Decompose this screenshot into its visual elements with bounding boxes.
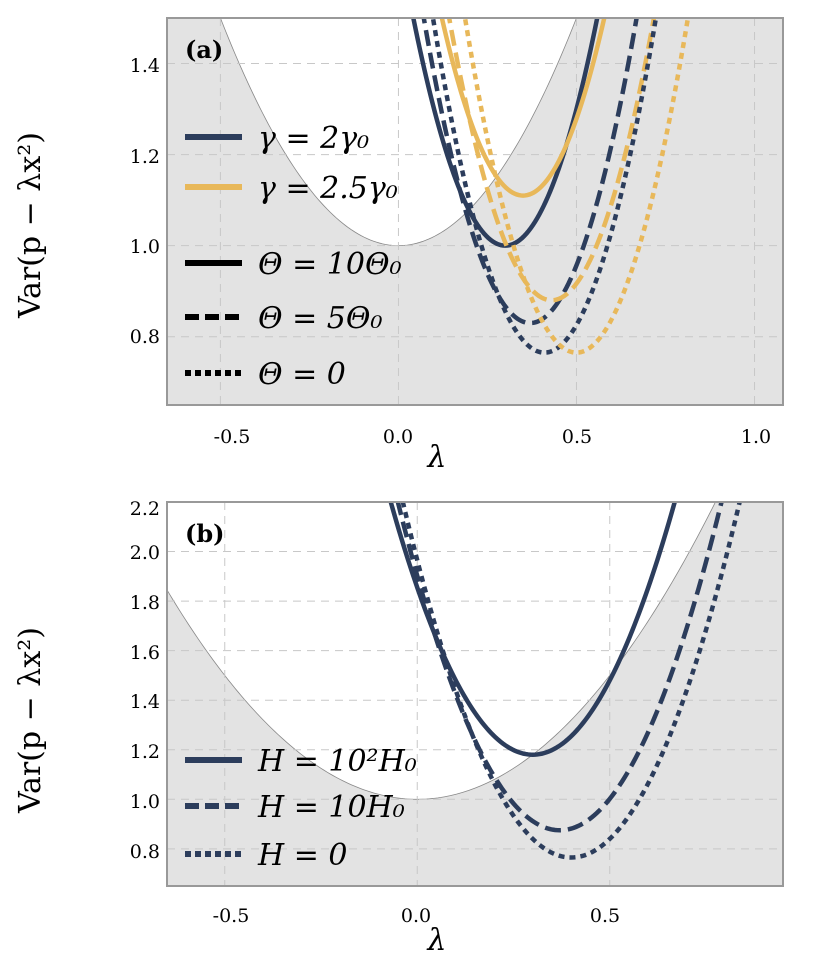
y-axis-label: Var(p − λx²)	[13, 627, 48, 814]
legend-label: H = 10H₀	[257, 790, 405, 825]
panel-b: -0.5 0.0 0.5 0.8 1.0 1.2 1.4 1.6 1.8 2.0…	[13, 498, 784, 958]
y-tick-labels: 0.8 1.0 1.2 1.4	[130, 55, 160, 348]
x-tick-label: 0.0	[383, 426, 413, 448]
x-tick-labels: -0.5 0.0 0.5 1.0	[214, 426, 771, 448]
x-tick-label: 0.0	[401, 905, 431, 927]
plot-frame	[166, 501, 784, 887]
y-tick-label: 0.8	[130, 326, 160, 348]
curves	[411, 18, 691, 355]
grid-lines	[167, 502, 783, 886]
y-tick-label: 1.2	[130, 741, 160, 763]
series-curve	[395, 502, 724, 833]
panel-label: (a)	[185, 35, 223, 64]
x-tick-label: 0.5	[590, 905, 620, 927]
curves	[388, 502, 742, 860]
y-tick-label: 0.8	[130, 841, 160, 863]
x-axis-label: λ	[426, 923, 446, 958]
plot-frame	[166, 17, 784, 406]
y-tick-label: 2.2	[130, 498, 160, 520]
y-tick-label: 1.2	[130, 146, 160, 168]
forbidden-region	[167, 502, 783, 886]
y-tick-label: 1.0	[130, 791, 160, 813]
legend: γ = 2γ₀ γ = 2.5γ₀ Θ = 10Θ₀ Θ = 5Θ₀ Θ = 0	[185, 121, 402, 392]
legend-label: Θ = 0	[258, 357, 346, 392]
x-tick-label: 0.5	[562, 426, 592, 448]
legend-label: γ = 2γ₀	[258, 121, 369, 156]
y-axis-label: Var(p − λx²)	[13, 132, 48, 319]
y-tick-label: 1.0	[130, 236, 160, 258]
legend-label: H = 0	[257, 838, 347, 873]
series-curve	[439, 18, 607, 198]
panel-label: (b)	[185, 519, 225, 548]
x-tick-label: 1.0	[741, 426, 771, 448]
y-tick-label: 1.4	[130, 55, 160, 77]
x-tick-label: -0.5	[214, 426, 251, 448]
legend-label: Θ = 5Θ₀	[258, 301, 383, 336]
y-tick-label: 2.0	[130, 542, 160, 564]
legend: H = 10²H₀ H = 10H₀ H = 0	[185, 744, 417, 873]
y-tick-label: 1.6	[130, 642, 160, 664]
legend-label: H = 10²H₀	[257, 744, 417, 779]
x-tick-label: -0.5	[213, 905, 250, 927]
x-tick-labels: -0.5 0.0 0.5	[213, 905, 620, 927]
panel-a: -0.5 0.0 0.5 1.0 0.8 1.0 1.2 1.4 λ Var(p…	[13, 17, 784, 475]
series-curve	[388, 502, 678, 757]
y-tick-label: 1.8	[130, 592, 160, 614]
legend-label: Θ = 10Θ₀	[258, 247, 402, 282]
series-curve	[400, 502, 742, 860]
y-tick-labels: 0.8 1.0 1.2 1.4 1.6 1.8 2.0 2.2	[130, 498, 160, 863]
x-axis-label: λ	[426, 440, 446, 475]
legend-label: γ = 2.5γ₀	[258, 171, 398, 206]
forbidden-region	[167, 18, 783, 405]
y-tick-label: 1.4	[130, 691, 160, 713]
